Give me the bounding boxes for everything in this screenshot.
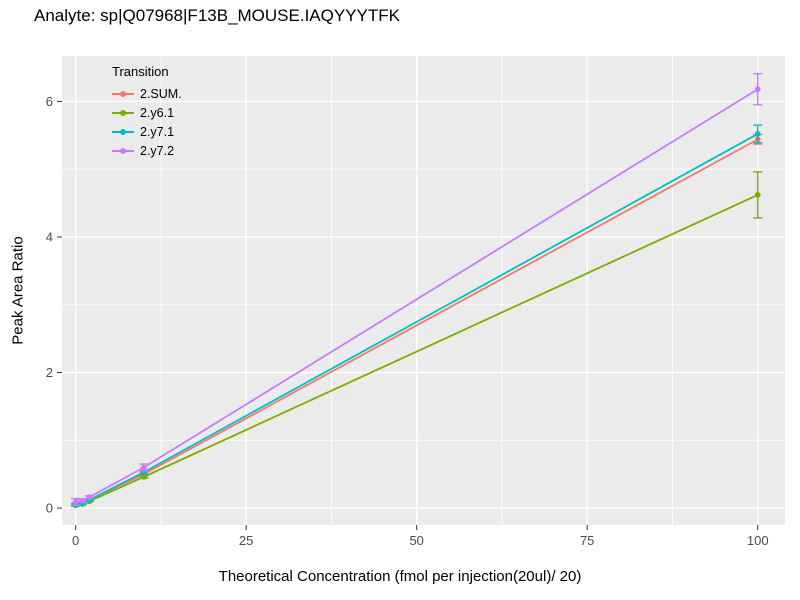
plot-panel-bg <box>62 56 785 525</box>
legend-key-icon <box>112 144 134 158</box>
legend-item-2.y7.1: 2.y7.1 <box>112 122 182 141</box>
x-tick-label: 75 <box>580 533 594 548</box>
y-tick-label: 6 <box>46 94 53 109</box>
data-point <box>140 464 147 471</box>
legend-item-label: 2.y7.1 <box>140 124 175 139</box>
legend: Transition 2.SUM. 2.y6.1 2.y7.1 2.y7.2 <box>112 64 182 160</box>
legend-item-label: 2.y7.2 <box>140 143 175 158</box>
legend-title: Transition <box>112 64 169 79</box>
x-axis-label: Theoretical Concentration (fmol per inje… <box>218 568 582 585</box>
legend-item-label: 2.SUM. <box>140 86 182 101</box>
y-tick-label: 0 <box>46 501 53 516</box>
data-point <box>754 86 761 93</box>
legend-key-icon <box>112 125 134 139</box>
x-tick-label: 25 <box>239 533 253 548</box>
data-point <box>72 499 79 505</box>
data-point <box>79 497 86 504</box>
legend-item-label: 2.y6.1 <box>140 105 175 120</box>
legend-item-2.y6.1: 2.y6.1 <box>112 103 182 122</box>
y-tick-label: 2 <box>46 365 53 380</box>
y-tick-label: 4 <box>46 229 53 244</box>
legend-key-icon <box>112 87 134 101</box>
data-point <box>140 473 147 480</box>
x-tick-label: 100 <box>747 533 769 548</box>
legend-item-2.y7.2: 2.y7.2 <box>112 141 182 160</box>
legend-item-2.SUM.: 2.SUM. <box>112 84 182 103</box>
series-2.y7.2 <box>71 72 763 507</box>
legend-key-icon <box>112 106 134 120</box>
x-tick-label: 50 <box>409 533 423 548</box>
chart-title: Analyte: sp|Q07968|F13B_MOUSE.IAQYYYTFK <box>34 6 400 25</box>
data-point <box>86 494 93 501</box>
data-point <box>754 131 761 137</box>
legend-items: 2.SUM. 2.y6.1 2.y7.1 2.y7.2 <box>112 84 182 160</box>
x-tick-label: 0 <box>72 533 79 548</box>
data-point <box>754 192 761 198</box>
